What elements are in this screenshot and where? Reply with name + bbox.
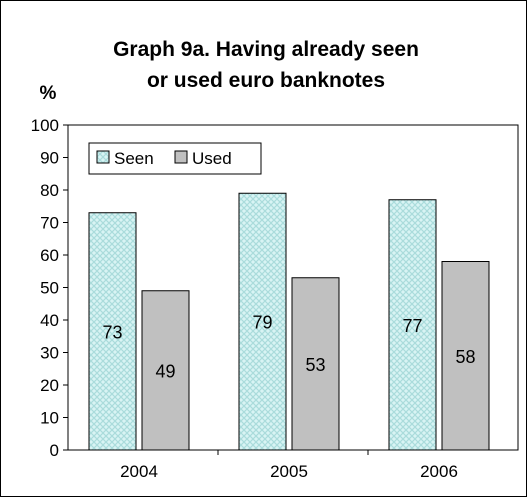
chart-title-line-2: or used euro banknotes	[147, 69, 385, 92]
data-label-used-2005: 53	[305, 355, 325, 375]
bars: 73 49 79 53 77 58	[88, 192, 490, 451]
legend-swatch-used	[174, 150, 188, 164]
y-tick-label: 90	[40, 149, 59, 168]
y-tick-label: 10	[40, 409, 59, 428]
legend-label-used: Used	[192, 149, 232, 168]
x-tick-label-2005: 2005	[270, 462, 308, 481]
bar-seen-2006	[388, 199, 437, 451]
bar-used-2005	[291, 277, 340, 451]
y-tick-label: 60	[40, 246, 59, 265]
data-label-seen-2004: 73	[102, 322, 122, 342]
y-tick-label: 50	[40, 279, 59, 298]
legend: Seen Used	[88, 142, 262, 175]
y-tick-label: 80	[40, 181, 59, 200]
data-label-seen-2005: 79	[252, 313, 272, 333]
x-tick-label-2006: 2006	[420, 462, 458, 481]
bar-seen-2005	[238, 192, 287, 451]
y-tick-label: 70	[40, 214, 59, 233]
chart-title-line-1: Graph 9a. Having already seen	[113, 38, 419, 61]
x-axis: 2004 2005 2006	[120, 450, 458, 481]
bar-used-2004	[141, 290, 190, 451]
data-label-seen-2006: 77	[402, 316, 422, 336]
y-unit-label: %	[40, 83, 57, 104]
legend-label-seen: Seen	[114, 149, 154, 168]
data-label-used-2004: 49	[155, 361, 175, 381]
bar-used-2006	[441, 261, 490, 451]
y-tick-label: 30	[40, 344, 59, 363]
bar-seen-2004	[88, 212, 137, 451]
x-tick-label-2004: 2004	[120, 462, 158, 481]
y-tick-label: 100	[31, 116, 59, 135]
data-label-used-2006: 58	[455, 347, 475, 367]
y-tick-label: 40	[40, 311, 59, 330]
legend-swatch-seen	[96, 150, 110, 164]
y-tick-label: 20	[40, 376, 59, 395]
y-tick-label: 0	[50, 441, 59, 460]
